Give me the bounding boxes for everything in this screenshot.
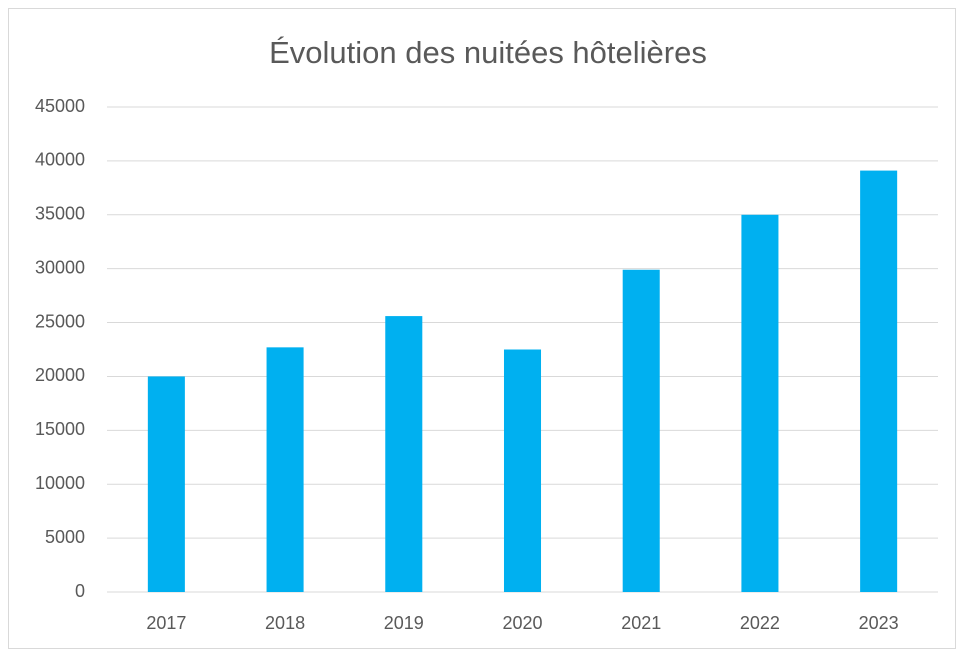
x-tick-label: 2018 xyxy=(265,613,305,633)
y-tick-label: 25000 xyxy=(35,311,85,331)
bar xyxy=(385,316,423,592)
chart-title: Évolution des nuitées hôtelières xyxy=(269,35,707,70)
y-tick-label: 45000 xyxy=(35,96,85,116)
y-tick-label: 20000 xyxy=(35,365,85,385)
x-tick-label: 2017 xyxy=(146,613,186,633)
bar xyxy=(147,376,185,592)
y-tick-label: 5000 xyxy=(45,527,85,547)
x-tick-label: 2023 xyxy=(859,613,899,633)
y-tick-label: 0 xyxy=(75,581,85,601)
bar xyxy=(622,269,660,592)
bar xyxy=(860,170,898,593)
y-tick-label: 40000 xyxy=(35,150,85,170)
y-tick-label: 10000 xyxy=(35,473,85,493)
bar xyxy=(741,214,779,592)
bar xyxy=(503,349,542,592)
y-tick-label: 35000 xyxy=(35,204,85,224)
y-tick-label: 15000 xyxy=(35,419,85,439)
bar xyxy=(266,347,304,592)
y-tick-label: 30000 xyxy=(35,257,85,277)
x-tick-label: 2022 xyxy=(740,613,780,633)
x-tick-label: 2021 xyxy=(621,613,661,633)
x-tick-label: 2020 xyxy=(502,613,542,633)
x-tick-label: 2019 xyxy=(384,613,424,633)
